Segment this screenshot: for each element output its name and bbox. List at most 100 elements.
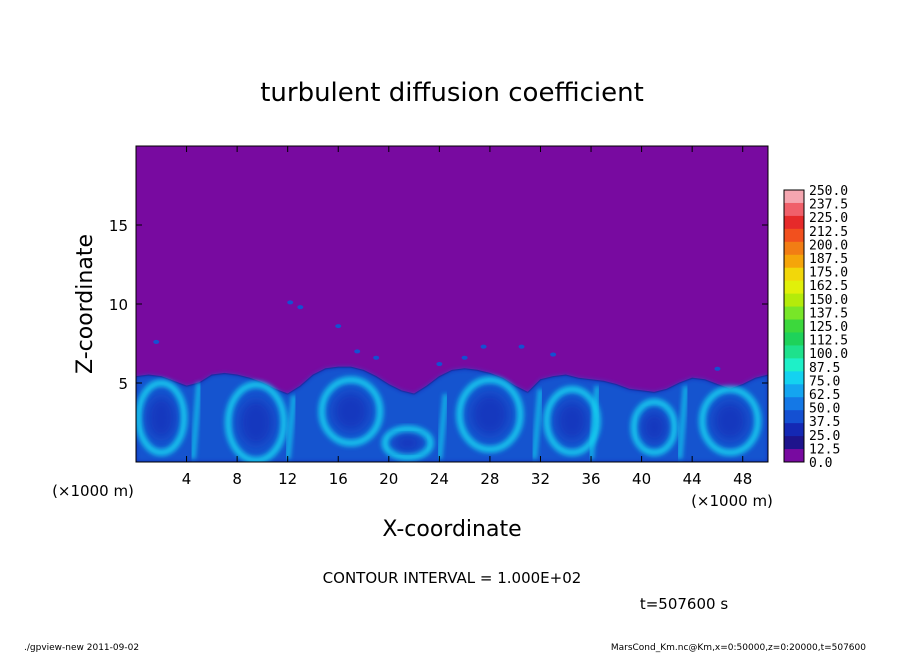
x-unit-left: (×1000 m) xyxy=(52,482,134,500)
colorbar-swatch xyxy=(784,215,804,230)
turbulent-blob xyxy=(436,362,443,367)
colorbar-level-label: 175.0 xyxy=(809,266,848,281)
colorbar-level-label: 62.5 xyxy=(809,388,840,403)
x-tick-label: 32 xyxy=(531,470,550,488)
plume-core xyxy=(471,393,509,436)
plot-area xyxy=(135,145,769,463)
colorbar-swatch xyxy=(784,410,804,424)
colorbar-swatch xyxy=(784,280,804,295)
turbulent-blob xyxy=(550,352,557,357)
colorbar-level-label: 225.0 xyxy=(809,211,848,226)
colorbar-swatch xyxy=(784,267,804,282)
colorbar-swatch xyxy=(784,449,804,463)
colorbar-frame xyxy=(783,189,805,463)
contour-interval-label: CONTOUR INTERVAL = 1.000E+02 xyxy=(323,569,582,587)
y-axis-label: Z-coordinate xyxy=(73,234,98,374)
plume-core xyxy=(556,401,588,440)
x-tick-label: 40 xyxy=(632,470,651,488)
convective-layer xyxy=(136,300,768,462)
turbulent-blob xyxy=(714,366,721,371)
colorbar-level-label: 187.5 xyxy=(809,252,848,267)
colorbar-swatch xyxy=(784,423,804,437)
colorbar-level-label: 12.5 xyxy=(809,442,840,457)
colorbar-level-label: 50.0 xyxy=(809,402,840,417)
chart-title: turbulent diffusion coefficient xyxy=(260,78,644,108)
x-tick-label: 4 xyxy=(182,470,192,488)
colorbar-swatch xyxy=(784,228,804,243)
colorbar-swatch xyxy=(784,384,804,398)
x-tick-label: 44 xyxy=(683,470,702,488)
turbulent-blob xyxy=(287,300,294,305)
turbulent-blob xyxy=(297,305,304,310)
colorbar-swatch xyxy=(784,190,804,204)
x-tick-label: 8 xyxy=(232,470,242,488)
turbulent-blob xyxy=(518,344,525,349)
plume-swirl xyxy=(456,376,524,453)
updraft-streak xyxy=(531,389,543,460)
y-axis-ticks: 5 10 15 xyxy=(109,217,768,393)
plume-swirl xyxy=(318,376,384,447)
colorbar: 250.0237.5225.0212.5200.0187.5175.0162.5… xyxy=(783,184,848,471)
y-tick-label: 15 xyxy=(109,217,128,235)
x-tick-label: 48 xyxy=(733,470,752,488)
colorbar-level-label: 112.5 xyxy=(809,334,848,349)
plume-swirl xyxy=(698,385,762,457)
x-tick-label: 36 xyxy=(581,470,600,488)
colorbar-swatch xyxy=(784,371,804,385)
updraft-streak xyxy=(677,385,689,460)
x-tick-label: 16 xyxy=(329,470,348,488)
colorbar-level-label: 137.5 xyxy=(809,306,848,321)
plume-swirl xyxy=(224,381,288,462)
x-tick-label: 28 xyxy=(480,470,499,488)
colorbar-swatch xyxy=(784,397,804,411)
turbulent-blob xyxy=(480,344,487,349)
turbulent-blob xyxy=(153,339,160,344)
x-axis-label: X-coordinate xyxy=(382,517,521,542)
footer-left: ./gpview-new 2011-09-02 xyxy=(24,643,139,653)
colorbar-level-label: 100.0 xyxy=(809,347,848,362)
plume-swirl xyxy=(136,379,188,457)
plume-swirl xyxy=(381,425,435,461)
footer-right: MarsCond_Km.nc@Km,x=0:50000,z=0:20000,t=… xyxy=(611,643,866,653)
colorbar-level-label: 25.0 xyxy=(809,429,840,444)
colorbar-swatch xyxy=(784,319,804,333)
colorbar-swatch xyxy=(784,202,804,217)
plume-core xyxy=(147,396,175,439)
updraft-streak xyxy=(436,393,449,460)
colorbar-level-label: 150.0 xyxy=(809,293,848,308)
colorbar-swatch xyxy=(784,358,804,372)
plume-core xyxy=(333,392,369,431)
colorbar-level-label: 75.0 xyxy=(809,374,840,389)
time-label: t=507600 s xyxy=(640,595,728,613)
colorbar-level-label: 37.5 xyxy=(809,415,840,430)
turbulent-blob xyxy=(335,324,342,329)
colorbar-level-label: 212.5 xyxy=(809,225,848,240)
colorbar-level-label: 125.0 xyxy=(809,320,848,335)
colorbar-swatch xyxy=(784,293,804,308)
plume-core xyxy=(713,401,747,440)
y-tick-label: 5 xyxy=(118,375,128,393)
plume-swirl xyxy=(630,398,678,457)
colorbar-swatch xyxy=(784,436,804,450)
colorbar-swatch xyxy=(784,241,804,256)
colorbar-level-label: 87.5 xyxy=(809,361,840,376)
turbulent-blob xyxy=(354,349,361,354)
y-tick-label: 10 xyxy=(109,296,128,314)
plume-core xyxy=(394,434,422,452)
boundary-layer-fill xyxy=(136,367,768,462)
colorbar-swatch xyxy=(784,332,804,346)
turbulent-blob xyxy=(461,355,468,360)
colorbar-swatch xyxy=(784,254,804,269)
updraft-streak xyxy=(285,395,297,460)
colorbar-level-label: 200.0 xyxy=(809,238,848,253)
plume-core xyxy=(642,412,667,443)
colorbar-level-label: 237.5 xyxy=(809,198,848,213)
updraft-streak xyxy=(190,382,202,460)
colorbar-swatch xyxy=(784,345,804,359)
x-tick-label: 12 xyxy=(278,470,297,488)
updraft-streak xyxy=(588,385,600,460)
colorbar-level-label: 0.0 xyxy=(809,456,832,471)
turbulent-blob xyxy=(373,355,380,360)
x-tick-label: 24 xyxy=(430,470,449,488)
